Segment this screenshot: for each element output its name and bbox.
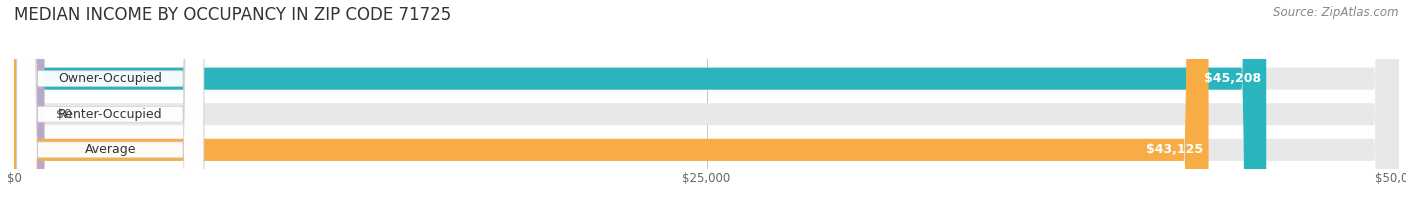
Text: Renter-Occupied: Renter-Occupied [58,108,163,121]
FancyBboxPatch shape [14,0,1399,197]
Text: Average: Average [84,143,136,156]
FancyBboxPatch shape [17,0,204,197]
FancyBboxPatch shape [14,0,45,197]
Text: $45,208: $45,208 [1204,72,1261,85]
FancyBboxPatch shape [17,0,204,197]
Text: Source: ZipAtlas.com: Source: ZipAtlas.com [1274,6,1399,19]
FancyBboxPatch shape [14,0,1399,197]
FancyBboxPatch shape [17,0,204,197]
FancyBboxPatch shape [14,0,1209,197]
Text: $0: $0 [56,108,72,121]
Text: MEDIAN INCOME BY OCCUPANCY IN ZIP CODE 71725: MEDIAN INCOME BY OCCUPANCY IN ZIP CODE 7… [14,6,451,24]
Text: Owner-Occupied: Owner-Occupied [59,72,162,85]
FancyBboxPatch shape [14,0,1267,197]
Text: $43,125: $43,125 [1146,143,1204,156]
FancyBboxPatch shape [14,0,1399,197]
